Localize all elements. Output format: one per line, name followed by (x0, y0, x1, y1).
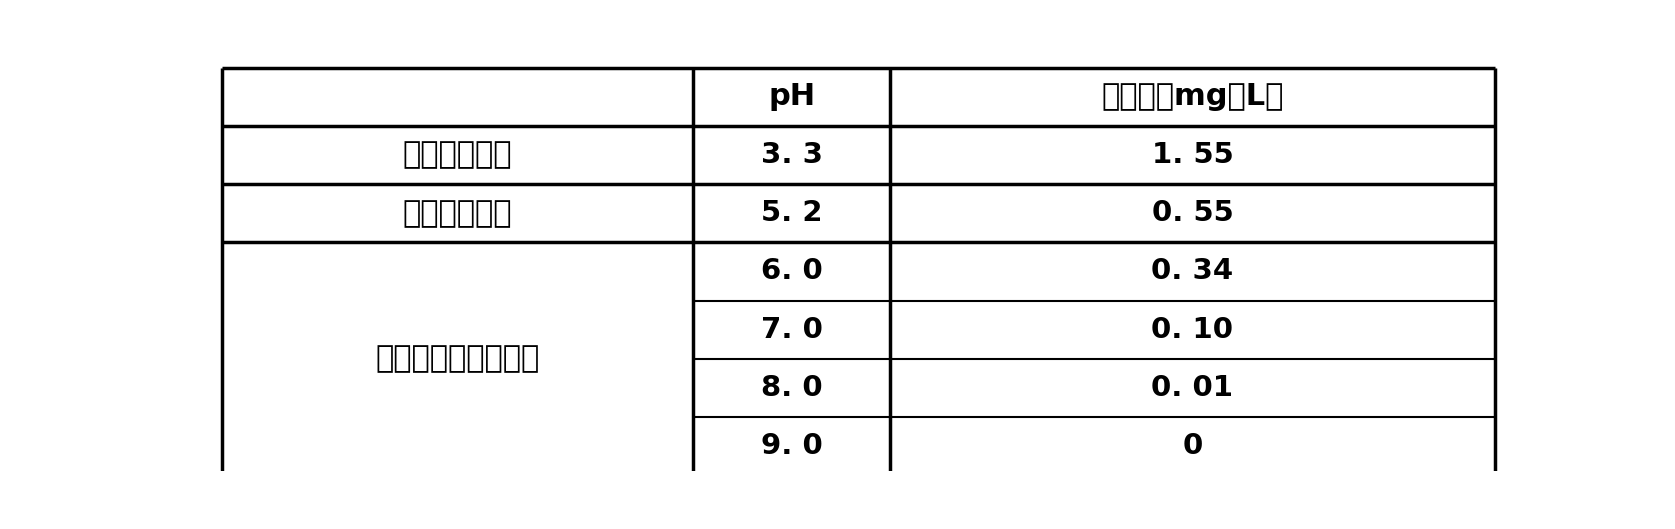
Text: pH: pH (769, 82, 816, 111)
Text: 3. 3: 3. 3 (760, 141, 822, 169)
Text: 0. 10: 0. 10 (1151, 316, 1233, 344)
Text: 7. 0: 7. 0 (760, 316, 822, 344)
Text: 未进行碱处理: 未进行碱处理 (404, 199, 513, 227)
Text: 8. 0: 8. 0 (760, 374, 822, 402)
Text: 添加氢氧化钠水溶液: 添加氢氧化钠水溶液 (375, 344, 539, 373)
Text: 6. 0: 6. 0 (760, 258, 822, 286)
Text: 1. 55: 1. 55 (1151, 141, 1233, 169)
Text: 9. 0: 9. 0 (760, 432, 822, 460)
Text: 0. 55: 0. 55 (1151, 199, 1233, 227)
Text: 0. 34: 0. 34 (1151, 258, 1233, 286)
Text: 镉浓度（mg／L）: 镉浓度（mg／L） (1100, 82, 1283, 111)
Text: 0: 0 (1183, 432, 1203, 460)
Text: 0. 01: 0. 01 (1151, 374, 1233, 402)
Text: 5. 2: 5. 2 (760, 199, 822, 227)
Text: 土壤清洗排水: 土壤清洗排水 (404, 140, 513, 169)
